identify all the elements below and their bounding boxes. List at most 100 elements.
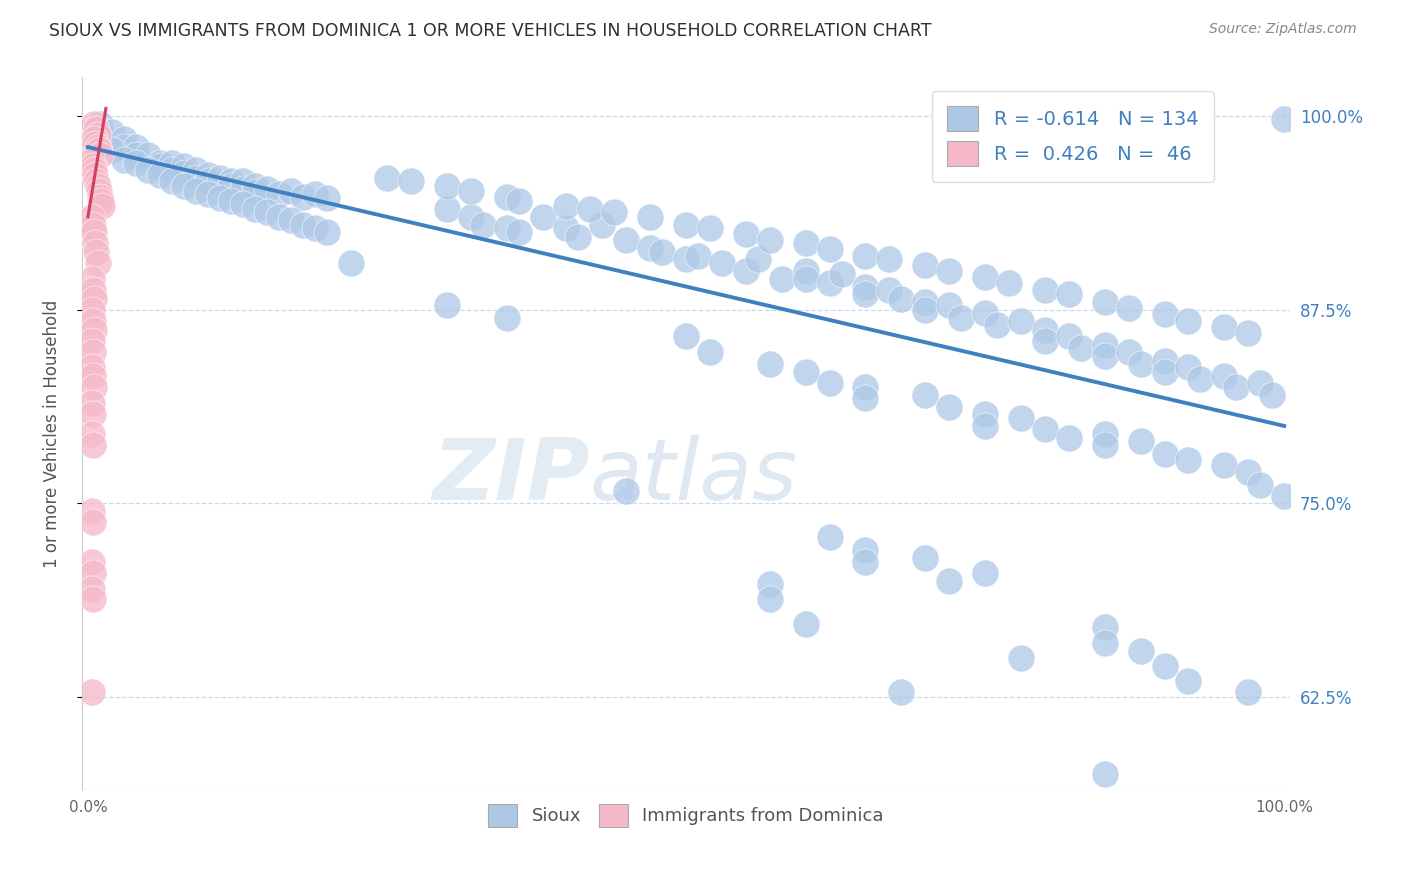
Point [86,128,108,142]
Point [675,218,697,232]
Text: SIOUX VS IMMIGRANTS FROM DOMINICA 1 OR MORE VEHICLES IN HOUSEHOLD CORRELATION CH: SIOUX VS IMMIGRANTS FROM DOMINICA 1 OR M… [49,22,932,40]
Point [974,306,997,320]
Point [149,168,172,182]
Point [80,582,103,596]
Point [80,685,103,699]
Point [82,592,104,607]
Y-axis label: 1 or more Vehicles in Household: 1 or more Vehicles in Household [44,300,60,568]
Point [1213,369,1236,384]
Point [89,190,111,204]
Point [950,310,973,325]
Point [112,140,135,154]
Point [80,334,103,348]
Point [974,270,997,285]
Point [83,117,105,131]
Point [112,132,135,146]
Point [82,218,104,232]
Point [84,245,107,260]
Text: atlas: atlas [589,435,797,518]
Point [221,174,243,188]
Point [83,163,105,178]
Point [855,380,877,394]
Point [184,163,207,178]
Point [149,159,172,173]
Point [818,243,841,257]
Point [83,225,105,239]
Point [84,121,107,136]
Point [340,256,363,270]
Point [221,178,243,193]
Point [1249,477,1271,491]
Point [83,323,105,337]
Point [245,185,267,199]
Point [125,148,148,162]
Point [1177,453,1199,467]
Point [82,407,104,421]
Point [1094,437,1116,451]
Point [83,132,105,146]
Point [91,199,114,213]
Point [269,210,291,224]
Point [555,220,578,235]
Point [436,298,458,312]
Point [83,380,105,394]
Point [436,178,458,193]
Point [938,574,960,588]
Point [938,401,960,415]
Point [1010,411,1032,425]
Point [638,241,661,255]
Point [1010,313,1032,327]
Point [734,264,756,278]
Point [1094,620,1116,634]
Point [1129,434,1152,449]
Point [855,249,877,263]
Point [998,277,1021,291]
Point [818,277,841,291]
Point [1070,342,1092,356]
Point [495,310,517,325]
Point [160,155,183,169]
Point [974,407,997,421]
Point [1153,365,1175,379]
Point [879,283,901,297]
Point [579,202,602,216]
Point [1225,380,1247,394]
Point [375,171,398,186]
Point [86,256,108,270]
Point [304,220,326,235]
Point [173,159,195,173]
Point [614,483,637,498]
Point [794,365,817,379]
Point [173,178,195,193]
Point [82,515,104,529]
Point [1094,426,1116,441]
Point [84,136,107,151]
Point [531,210,554,224]
Point [112,153,135,167]
Point [80,302,103,317]
Point [879,252,901,266]
Point [759,592,782,607]
Point [245,178,267,193]
Point [603,205,626,219]
Point [855,555,877,569]
Point [651,245,673,260]
Point [1057,287,1080,301]
Point [1237,466,1260,480]
Point [101,125,124,139]
Point [1249,376,1271,390]
Point [914,258,936,272]
Point [80,504,103,518]
Point [1033,422,1056,436]
Point [1189,372,1212,386]
Point [710,256,733,270]
Point [1272,112,1295,127]
Point [316,225,339,239]
Point [80,272,103,286]
Point [82,344,104,359]
Point [638,210,661,224]
Point [269,186,291,201]
Point [1129,643,1152,657]
Point [1057,329,1080,343]
Point [136,163,159,178]
